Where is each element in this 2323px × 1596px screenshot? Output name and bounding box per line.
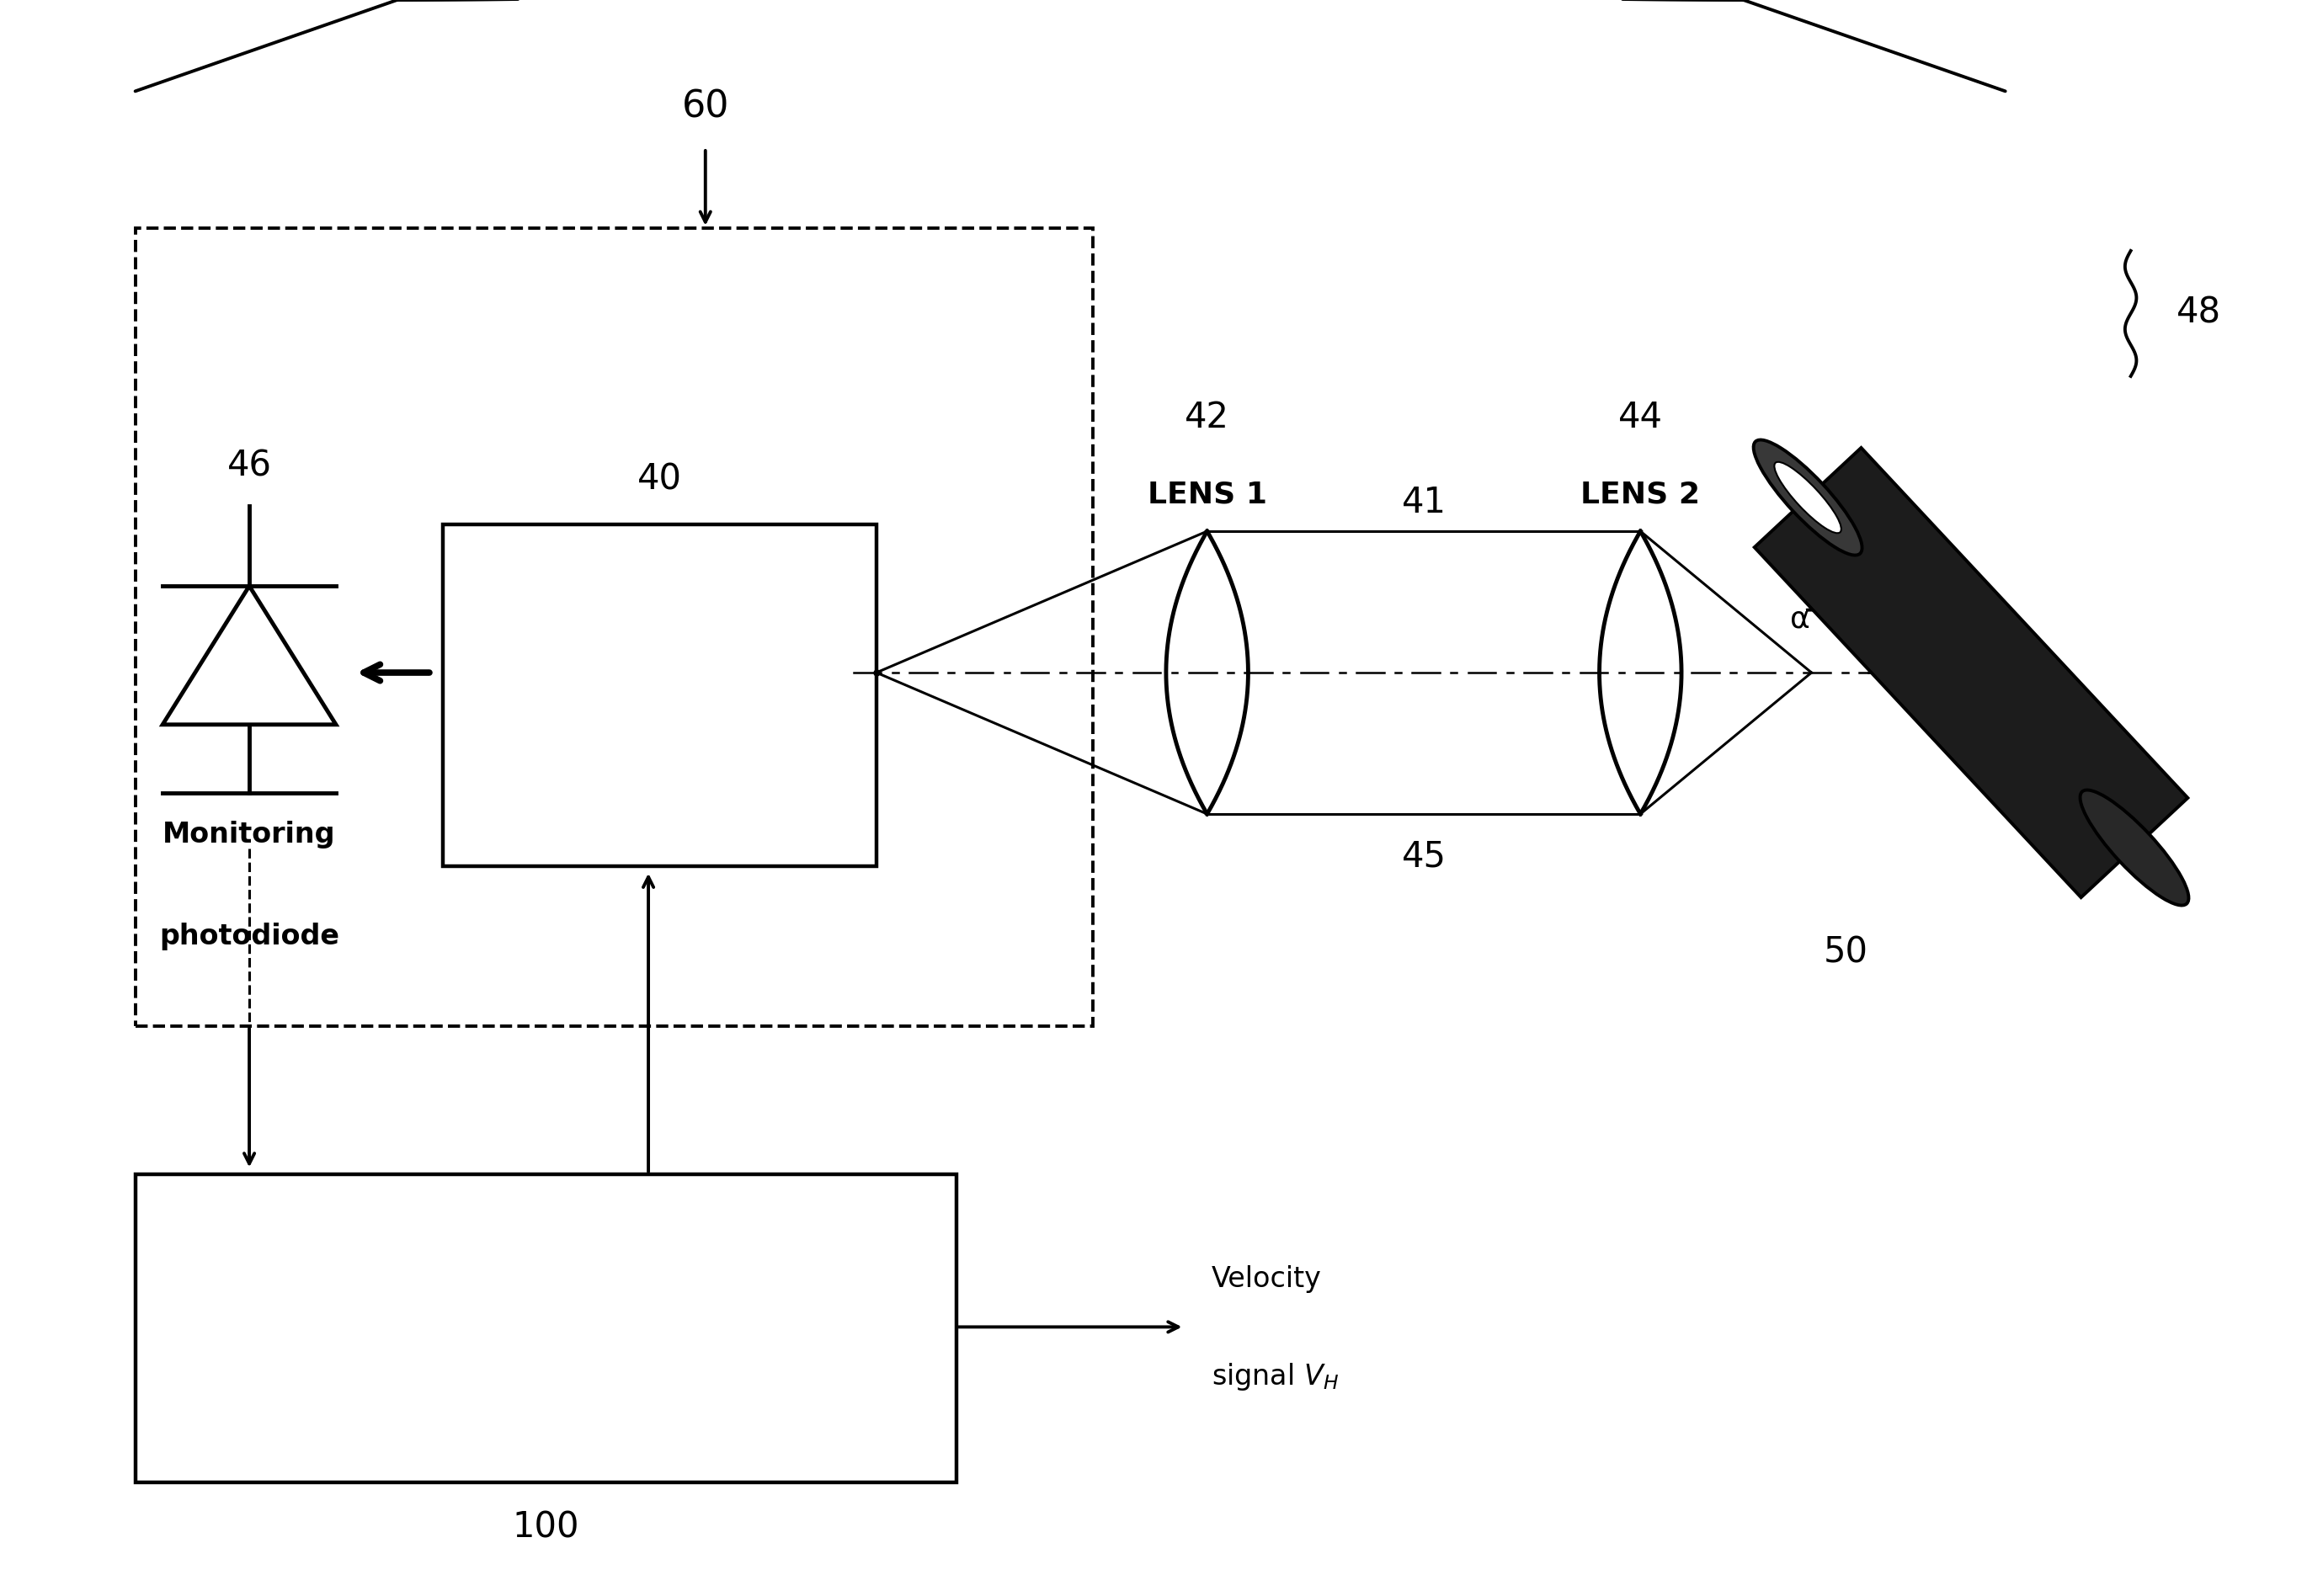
Text: 46: 46	[228, 448, 272, 484]
Ellipse shape	[2079, 790, 2188, 905]
Text: Processing and: Processing and	[439, 1274, 653, 1301]
Text: 41: 41	[1401, 485, 1447, 520]
Text: photodiode: photodiode	[160, 922, 339, 951]
Polygon shape	[1754, 448, 2188, 897]
Text: 48: 48	[2177, 295, 2221, 330]
Text: 40: 40	[637, 461, 683, 496]
Text: 44: 44	[1619, 401, 1663, 436]
Text: LENS 1: LENS 1	[1148, 480, 1266, 509]
Ellipse shape	[1775, 461, 1842, 533]
Bar	[135, 1175, 957, 1483]
Text: LENS 2: LENS 2	[1580, 480, 1700, 509]
Text: Laser: Laser	[609, 638, 711, 670]
Text: signal $V_H$: signal $V_H$	[1213, 1361, 1338, 1392]
Text: 50: 50	[1824, 935, 1868, 970]
Bar	[135, 228, 1094, 1026]
Text: 45: 45	[1401, 839, 1447, 875]
Text: α: α	[1791, 605, 1810, 634]
Text: 100: 100	[513, 1510, 578, 1545]
Text: control electronics: control electronics	[416, 1365, 676, 1392]
Text: Monitoring: Monitoring	[163, 820, 337, 847]
Text: 60: 60	[681, 89, 729, 126]
Text: Cavity: Cavity	[602, 729, 718, 761]
Text: Velocity: Velocity	[1213, 1266, 1322, 1293]
Text: 42: 42	[1185, 401, 1229, 436]
Bar	[444, 525, 876, 867]
Ellipse shape	[1754, 440, 1863, 555]
